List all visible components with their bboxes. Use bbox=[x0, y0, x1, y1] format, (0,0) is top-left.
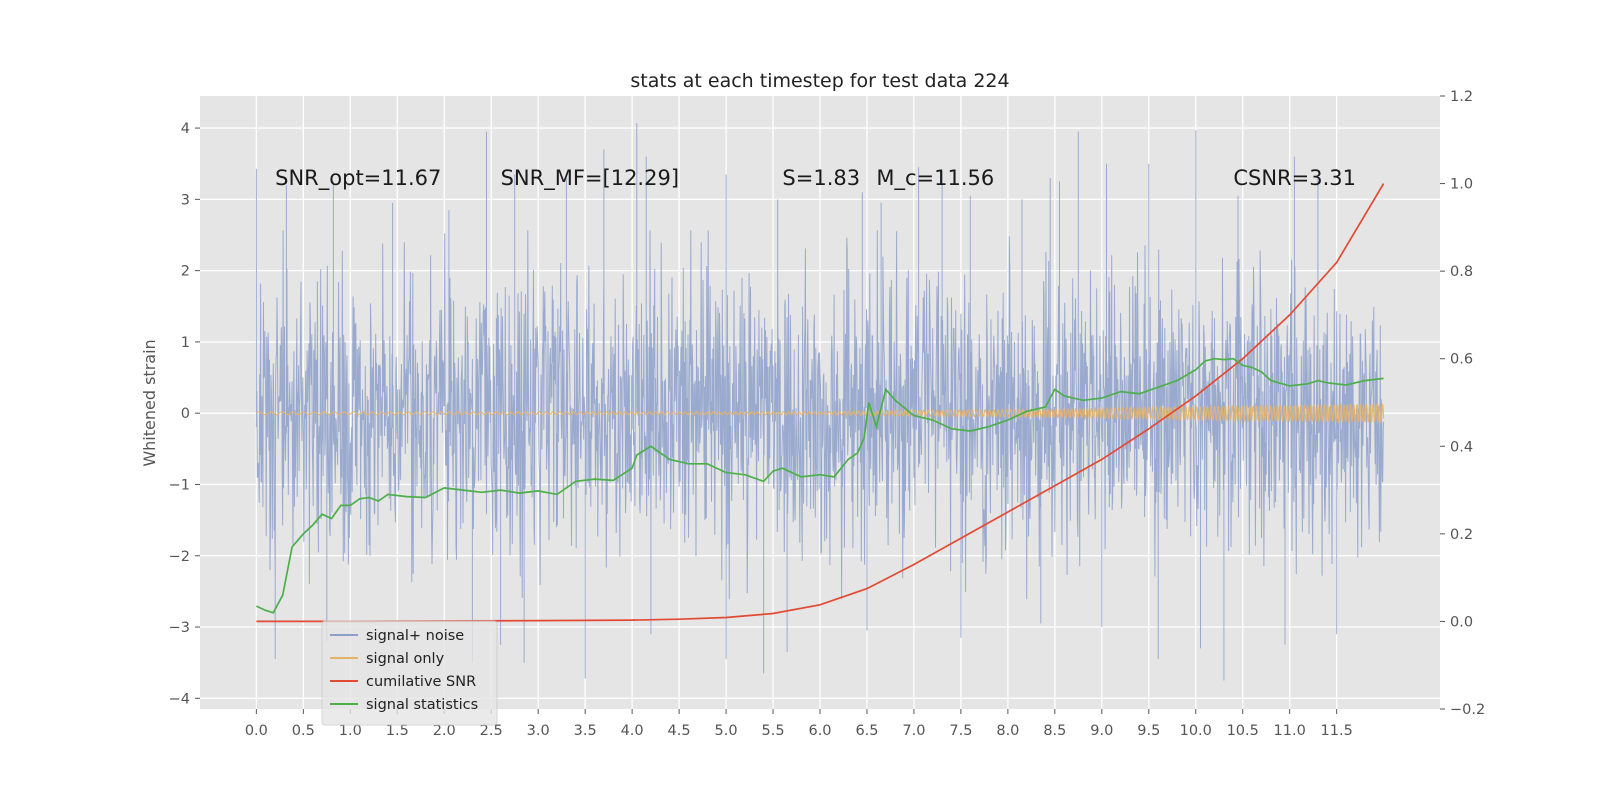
x-tick-label: 2.5 bbox=[480, 723, 503, 739]
y-tick-label: 4 bbox=[181, 121, 190, 137]
annotation-label: CSNR=3.31 bbox=[1233, 166, 1356, 190]
x-tick-label: 10.5 bbox=[1227, 723, 1259, 739]
legend-box bbox=[321, 620, 498, 726]
y-tick-label: −1 bbox=[169, 477, 190, 493]
signal-statistics-line bbox=[256, 357, 1384, 614]
y2-tick-label: 0.2 bbox=[1450, 527, 1473, 543]
x-tick-label: 7.5 bbox=[949, 723, 972, 739]
x-tick-label: 6.0 bbox=[808, 723, 831, 739]
x-tick-label: 1.0 bbox=[339, 723, 362, 739]
y2-tick-label: 1.0 bbox=[1450, 177, 1473, 193]
x-tick-label: 9.5 bbox=[1137, 723, 1160, 739]
y2-tick-label: 0.8 bbox=[1450, 264, 1473, 280]
y-tick-label: 0 bbox=[181, 406, 190, 422]
axes: 0.0 0.5 1.0 1.5 2.0 2.5 3.0 3.5 4.0 4.5 5.0 5.5 6.0 6… bbox=[169, 89, 1486, 739]
y2-tick-label: −0.2 bbox=[1450, 702, 1485, 718]
y2-tick-label: 0.6 bbox=[1450, 352, 1473, 368]
annotations: SNR_opt=11.67 SNR_MF=[12.29] S=1.83 M_c=11.… bbox=[275, 166, 1356, 191]
annotation-label: S=1.83 bbox=[782, 166, 860, 190]
x-tick-label: 4.0 bbox=[621, 723, 644, 739]
y-tick-label: −4 bbox=[169, 691, 190, 707]
x-tick-label: 4.5 bbox=[668, 723, 691, 739]
legend-label: cumilative SNR bbox=[366, 674, 476, 690]
legend-label: signal statistics bbox=[366, 697, 478, 713]
signal-noise-line bbox=[255, 123, 1385, 681]
signal-only-line bbox=[255, 402, 1385, 425]
x-tick-label: 8.0 bbox=[996, 723, 1019, 739]
y2-tick-label: 0.4 bbox=[1450, 439, 1473, 455]
y-tick-label: 3 bbox=[181, 192, 190, 208]
right-axis-series bbox=[256, 183, 1385, 623]
x-tick-label: 0.0 bbox=[245, 723, 268, 739]
y-tick-label: 2 bbox=[181, 264, 190, 280]
x-tick-label: 11.5 bbox=[1321, 723, 1353, 739]
signal-only-series bbox=[255, 402, 1385, 425]
cumulative-snr-line bbox=[256, 183, 1385, 623]
y-tick-label: −3 bbox=[169, 620, 190, 636]
x-tick-label: 6.5 bbox=[855, 723, 878, 739]
signal-noise-series bbox=[255, 123, 1385, 681]
chart-title: stats at each timestep for test data 224 bbox=[630, 70, 1009, 92]
annotation-label: SNR_opt=11.67 bbox=[275, 166, 441, 191]
x-tick-label: 8.5 bbox=[1043, 723, 1066, 739]
x-tick-label: 9.0 bbox=[1090, 723, 1113, 739]
legend-label: signal only bbox=[366, 651, 445, 667]
y2-tick-label: 0.0 bbox=[1450, 614, 1473, 630]
x-tick-label: 1.5 bbox=[386, 723, 409, 739]
x-tick-label: 5.5 bbox=[761, 723, 784, 739]
x-tick-label: 7.0 bbox=[902, 723, 925, 739]
x-tick-label: 3.5 bbox=[574, 723, 597, 739]
x-tick-label: 10.0 bbox=[1180, 723, 1212, 739]
y-tick-label: 1 bbox=[181, 335, 190, 351]
x-tick-label: 0.5 bbox=[292, 723, 315, 739]
x-tick-label: 3.0 bbox=[527, 723, 550, 739]
y-axis-label: Whitened strain bbox=[140, 339, 159, 466]
legend-label: signal+ noise bbox=[366, 628, 464, 644]
x-tick-label: 11.0 bbox=[1274, 723, 1306, 739]
legend: signal+ noise signal only cumilative SNR si… bbox=[321, 620, 498, 726]
x-tick-label: 5.0 bbox=[715, 723, 738, 739]
annotation-label: M_c=11.56 bbox=[876, 166, 994, 191]
annotation-label: SNR_MF=[12.29] bbox=[501, 166, 679, 191]
y2-tick-label: 1.2 bbox=[1450, 89, 1473, 105]
x-tick-label: 2.0 bbox=[433, 723, 456, 739]
y-tick-label: −2 bbox=[169, 549, 190, 565]
